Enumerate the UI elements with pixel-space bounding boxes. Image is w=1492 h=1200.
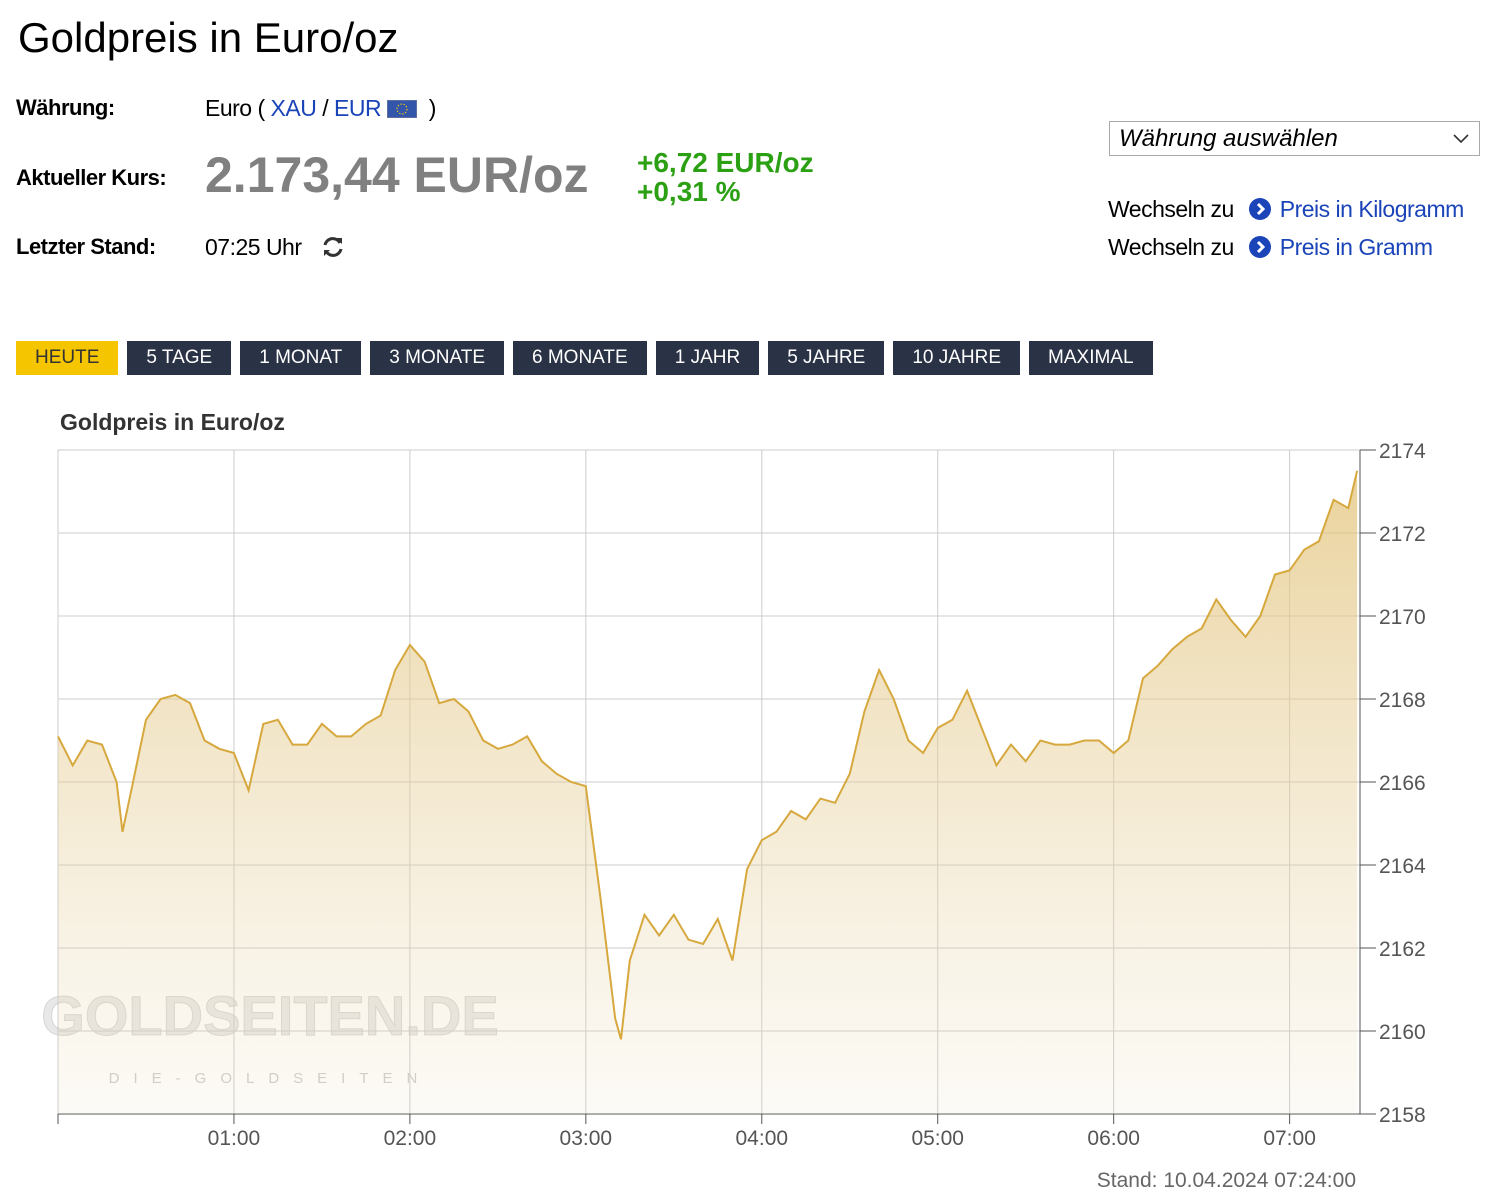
range-tab[interactable]: 6 MONATE (513, 341, 647, 375)
label: Währung: (16, 95, 115, 120)
y-tick-label: 2174 (1379, 440, 1426, 463)
x-tick-label: 07:00 (1263, 1127, 1316, 1150)
label: Aktueller Kurs: (16, 165, 167, 190)
y-tick-label: 2172 (1379, 523, 1426, 546)
currency-select[interactable]: Währung auswählen (1109, 121, 1480, 156)
link[interactable]: Preis in Kilogramm (1279, 196, 1465, 222)
change-pct: +0,31 % (637, 176, 741, 207)
range-tab[interactable]: 5 TAGE (127, 341, 232, 375)
y-tick-label: 2158 (1379, 1104, 1426, 1127)
change: +6,72 EUR/oz +0,31 % (637, 148, 814, 206)
range-tab[interactable]: 5 JAHRE (768, 341, 885, 375)
time: 07:25 Uhr (205, 234, 345, 261)
y-tick-label: 2166 (1379, 772, 1426, 795)
change-abs: +6,72 EUR/oz (637, 147, 814, 178)
y-tick-label: 2162 (1379, 938, 1426, 961)
arrow-icon (1248, 198, 1271, 220)
text: ) (428, 95, 437, 121)
text: Währung auswählen (1119, 125, 1338, 152)
switch-row: Wechseln zu Preis in Kilogramm (1108, 196, 1464, 223)
chart: Goldpreis in Euro/oz GOLDSEITEN.DEDIE-GO… (41, 409, 1426, 1192)
y-tick-label: 2168 (1379, 689, 1426, 712)
x-tick-label: 06:00 (1087, 1127, 1140, 1150)
range-tab[interactable]: 10 JAHRE (893, 341, 1021, 375)
price-line (57, 470, 1359, 1040)
text: / (322, 95, 329, 121)
x-tick-label: 04:00 (736, 1127, 789, 1150)
x-tick-label: 05:00 (911, 1127, 964, 1150)
link[interactable]: EUR (334, 95, 382, 121)
chart-title: Goldpreis in Euro/oz (60, 409, 285, 435)
x-tick-label: 03:00 (560, 1127, 613, 1150)
switch-row: Wechseln zu Preis in Gramm (1108, 234, 1433, 261)
x-tick-label: 02:00 (384, 1127, 437, 1150)
link[interactable]: XAU (270, 95, 317, 121)
link[interactable]: Preis in Gramm (1279, 234, 1433, 260)
eu-flag (386, 99, 418, 119)
label: Letzter Stand: (16, 234, 156, 259)
text: 07:25 Uhr (205, 234, 302, 260)
arrow-icon (1248, 236, 1271, 258)
range-tab[interactable]: 1 JAHR (655, 341, 760, 375)
refresh-icon[interactable] (321, 235, 345, 259)
chart-footer: Stand: 10.04.2024 07:24:00 (1097, 1169, 1356, 1192)
y-tick-label: 2164 (1379, 855, 1426, 878)
text: Wechseln zu (1108, 234, 1234, 260)
page-title: Goldpreis in Euro/oz (18, 14, 399, 61)
price: 2.173,44 EUR/oz (205, 147, 589, 203)
currency: Euro ( XAU / EUR ) (205, 95, 436, 122)
x-tick-label: 01:00 (208, 1127, 261, 1150)
range-tab[interactable]: 3 MONATE (370, 341, 504, 375)
area-fill (58, 470, 1358, 1114)
range-tabs: HEUTE 5 TAGE 1 MONAT 3 MONATE 6 MONATE 1 JAHR… (16, 341, 1153, 375)
chevron (1453, 134, 1469, 144)
text: Euro ( (205, 95, 265, 121)
range-tab[interactable]: 1 MONAT (240, 341, 362, 375)
text: Wechseln zu (1108, 196, 1234, 222)
range-tab[interactable]: HEUTE (16, 341, 119, 375)
range-tab[interactable]: MAXIMAL (1029, 341, 1153, 375)
y-tick-label: 2160 (1379, 1021, 1426, 1044)
y-tick-label: 2170 (1379, 606, 1426, 629)
